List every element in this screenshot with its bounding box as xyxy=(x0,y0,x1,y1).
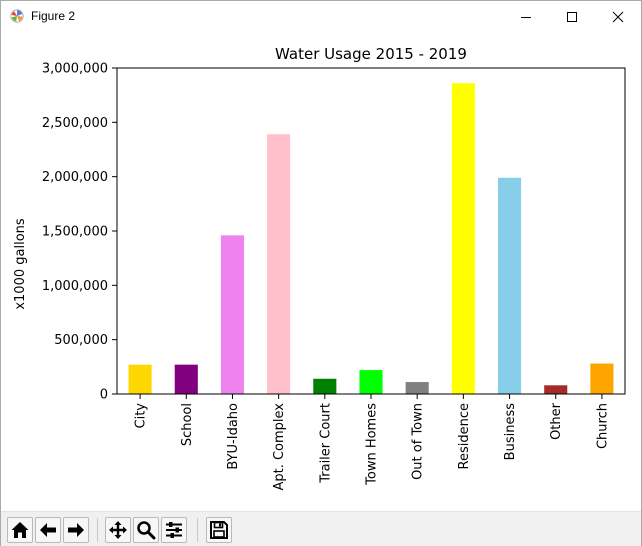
chart-title: Water Usage 2015 - 2019 xyxy=(275,45,467,63)
bar-residence xyxy=(451,83,475,395)
x-tick-label: BYU-Idaho xyxy=(226,403,241,470)
maximize-icon xyxy=(567,11,577,22)
navigation-toolbar xyxy=(1,511,641,546)
y-axis-label: x1000 gallons xyxy=(13,218,28,310)
y-tick-label: 2,000,000 xyxy=(42,170,108,185)
bar-business xyxy=(498,177,522,394)
x-tick-label: Apt. Complex xyxy=(272,403,287,491)
home-button[interactable] xyxy=(7,517,33,543)
x-tick-label: Residence xyxy=(457,403,472,469)
move-icon xyxy=(109,521,127,539)
bar-apt-complex xyxy=(267,134,291,394)
x-tick-label: Trailer Court xyxy=(318,403,333,484)
floppy-disk-icon xyxy=(210,521,228,539)
plot-frame xyxy=(116,67,626,395)
y-tick-label: 500,000 xyxy=(54,333,108,348)
figure-canvas[interactable]: Water Usage 2015 - 2019 x1000 gallons 0 5… xyxy=(1,32,641,510)
close-icon xyxy=(612,11,624,22)
y-tick-label: 0 xyxy=(100,388,108,403)
y-tick-label: 1,000,000 xyxy=(42,279,108,294)
toolbar-separator xyxy=(197,518,198,542)
maximize-button[interactable] xyxy=(549,1,595,32)
bar-other xyxy=(544,385,568,394)
y-axis: 0 500,000 1,000,000 1,500,000 2,000,000 2,500… xyxy=(42,62,117,403)
bar-school xyxy=(174,364,198,394)
bars-group xyxy=(128,83,614,395)
x-tick-label: City xyxy=(134,403,149,429)
window-title: Figure 2 xyxy=(31,9,76,23)
x-tick-label: Church xyxy=(595,403,610,449)
pan-button[interactable] xyxy=(105,517,131,543)
x-tick-label: School xyxy=(180,403,195,446)
y-tick-label: 2,500,000 xyxy=(42,116,108,131)
zoom-button[interactable] xyxy=(133,517,159,543)
bar-byu-idaho xyxy=(220,235,244,394)
arrow-right-icon xyxy=(68,523,84,537)
x-tick-label: Other xyxy=(549,402,564,440)
bar-city xyxy=(128,364,152,394)
bar-chart: Water Usage 2015 - 2019 x1000 gallons 0 5… xyxy=(13,45,626,491)
bar-out-of-town xyxy=(405,382,429,394)
sliders-icon xyxy=(166,522,182,538)
y-tick-label: 1,500,000 xyxy=(42,225,108,240)
magnifier-icon xyxy=(137,521,156,540)
minimize-button[interactable] xyxy=(503,1,549,32)
home-icon xyxy=(11,522,29,538)
bar-church xyxy=(590,363,614,394)
y-tick-label: 3,000,000 xyxy=(42,62,108,77)
x-tick-label: Town Homes xyxy=(365,403,380,486)
configure-subplots-button[interactable] xyxy=(161,517,187,543)
x-tick-label: Out of Town xyxy=(411,403,426,480)
save-button[interactable] xyxy=(206,517,232,543)
forward-button[interactable] xyxy=(63,517,89,543)
toolbar-separator xyxy=(97,518,98,542)
back-button[interactable] xyxy=(35,517,61,543)
close-button[interactable] xyxy=(595,1,641,32)
bar-trailer-court xyxy=(313,378,337,394)
x-tick-label: Business xyxy=(503,403,518,461)
bar-town-homes xyxy=(359,370,383,394)
title-bar: Figure 2 xyxy=(1,1,641,32)
arrow-left-icon xyxy=(40,523,56,537)
matplotlib-figure-icon xyxy=(10,9,24,23)
x-axis: City School BYU-Idaho Apt. Complex Trailer C… xyxy=(134,394,610,491)
minimize-icon xyxy=(521,16,531,18)
